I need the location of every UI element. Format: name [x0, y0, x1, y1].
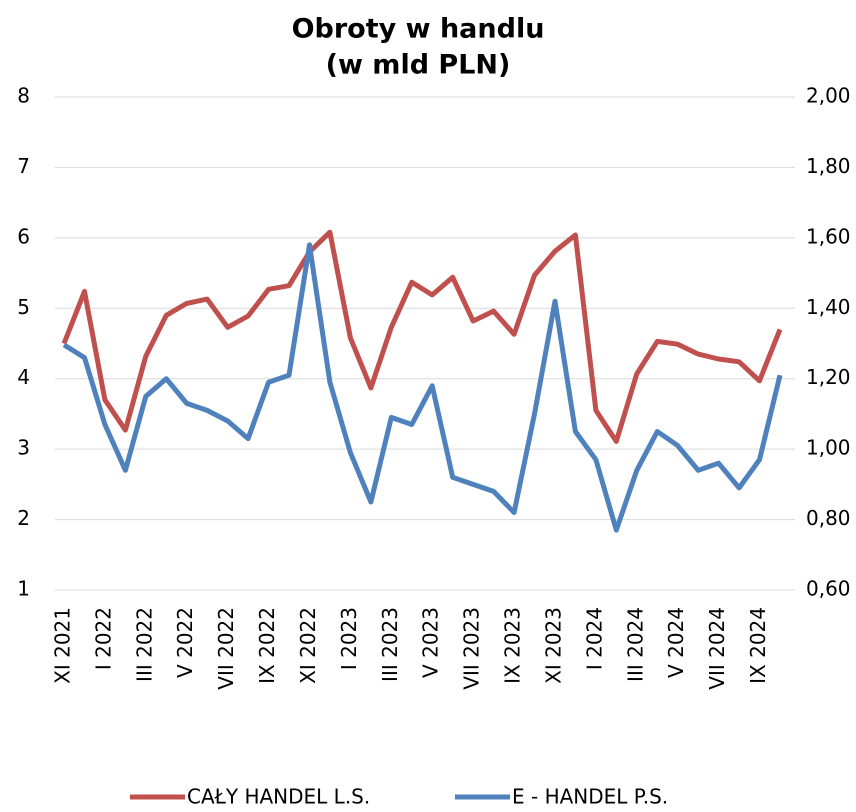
x-tick-label: V 2022: [173, 607, 197, 678]
x-tick-label: XI 2021: [51, 607, 75, 684]
x-tick-label: III 2022: [132, 607, 156, 682]
y2-tick-label: 1,20: [806, 365, 851, 389]
x-tick-label: XI 2023: [541, 607, 565, 684]
y-tick-label: 4: [17, 365, 30, 389]
y-tick-label: 1: [17, 577, 30, 601]
y-tick-label: 5: [17, 295, 30, 319]
series-line: [62, 242, 783, 533]
y-tick-label: 6: [17, 224, 30, 248]
series-line: [61, 229, 783, 444]
x-tick-label: III 2024: [623, 607, 647, 682]
y2-tick-label: 1,60: [806, 224, 851, 248]
x-tick-label: IX 2022: [255, 607, 279, 684]
y-tick-label: 8: [17, 84, 30, 108]
x-tick-label: V 2024: [664, 607, 688, 678]
x-tick-label: VII 2023: [460, 607, 484, 690]
chart-subtitle: (w mld PLN): [326, 50, 511, 81]
y2-tick-label: 0,60: [806, 577, 851, 601]
x-tick-label: XI 2022: [296, 607, 320, 684]
legend-label: CAŁY HANDEL L.S.: [187, 785, 370, 809]
y2-tick-label: 0,80: [806, 506, 851, 530]
chart-title: Obroty w handlu: [292, 14, 545, 45]
x-tick-label: I 2022: [91, 607, 115, 670]
y-tick-label: 3: [17, 436, 30, 460]
y-tick-label: 7: [17, 154, 30, 178]
y2-tick-label: 1,80: [806, 154, 851, 178]
x-tick-label: III 2023: [378, 607, 402, 682]
y2-tick-label: 1,00: [806, 436, 851, 460]
y2-tick-label: 1,40: [806, 295, 851, 319]
x-tick-label: VII 2022: [214, 607, 238, 690]
x-tick-label: I 2023: [337, 607, 361, 670]
x-tick-label: V 2023: [419, 607, 443, 678]
legend-label: E - HANDEL P.S.: [512, 785, 668, 809]
x-tick-label: IX 2024: [746, 607, 770, 684]
x-tick-label: I 2024: [582, 607, 606, 670]
x-tick-label: IX 2023: [501, 607, 525, 684]
y2-tick-label: 2,00: [806, 84, 851, 108]
y-tick-label: 2: [17, 506, 30, 530]
x-tick-label: VII 2024: [705, 607, 729, 690]
